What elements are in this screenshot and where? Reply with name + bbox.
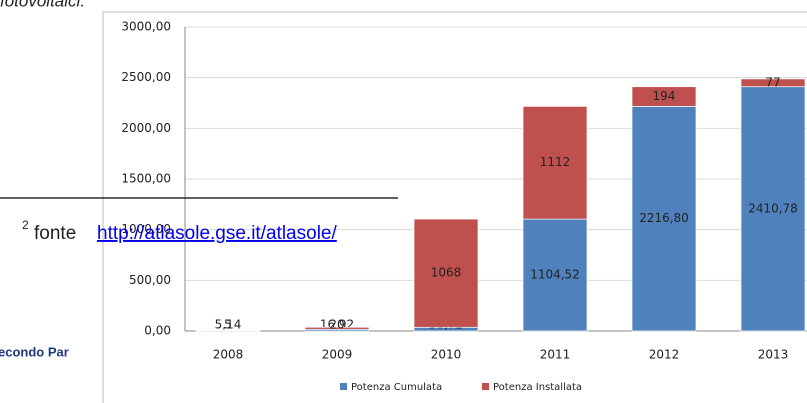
footnote-text: fonte [34, 223, 76, 244]
y-tick-label: 2500,00 [121, 70, 171, 84]
bar-segment [304, 326, 370, 330]
data-label: 194 [653, 89, 676, 103]
x-tick-label: 2011 [540, 348, 571, 362]
bar-segment [522, 106, 588, 220]
bar-segment [195, 329, 261, 331]
x-tick-label: 2009 [322, 348, 353, 362]
data-label: 1104,52 [530, 268, 580, 282]
bar-segment [413, 218, 479, 328]
y-tick-label: 1500,00 [121, 172, 171, 186]
bar-segment [631, 86, 697, 107]
data-label: 20 [329, 318, 344, 332]
x-tick-label: 2010 [431, 348, 462, 362]
y-tick-label: 1000,00 [121, 222, 171, 236]
y-tick-label: 500,00 [129, 273, 171, 287]
data-label: 1112 [540, 155, 571, 169]
legend-swatch [340, 383, 347, 390]
header-text: fotovoltaici. [0, 0, 85, 10]
y-tick-label: 2000,00 [121, 121, 171, 135]
y-tick-label: 3000,00 [121, 20, 171, 34]
x-tick-label: 2012 [649, 348, 680, 362]
data-label: 5 [224, 318, 232, 332]
legend-swatch [482, 383, 489, 390]
data-label: 2216,80 [639, 211, 689, 225]
data-label: 5,14 [215, 318, 242, 332]
x-tick-label: 2008 [213, 348, 244, 362]
bar-segment [740, 78, 806, 88]
y-tick-label: 0,00 [144, 324, 171, 338]
data-label: 77 [765, 75, 780, 89]
data-label: 2410,78 [748, 201, 798, 215]
footer-text: econdo Par [0, 344, 69, 359]
bar-segment [740, 86, 806, 332]
x-tick-label: 2013 [758, 348, 789, 362]
legend-label: Potenza Cumulata [351, 382, 442, 393]
footnote-link[interactable]: http://atlasole.gse.it/atlasole/ [97, 223, 337, 244]
chart-frame [102, 11, 807, 403]
legend-label: Potenza Installata [493, 382, 582, 393]
footnote-number: 2 [22, 218, 29, 232]
bar-segment [631, 106, 697, 332]
bar-segment [522, 218, 588, 332]
data-label: 1068 [431, 266, 462, 280]
